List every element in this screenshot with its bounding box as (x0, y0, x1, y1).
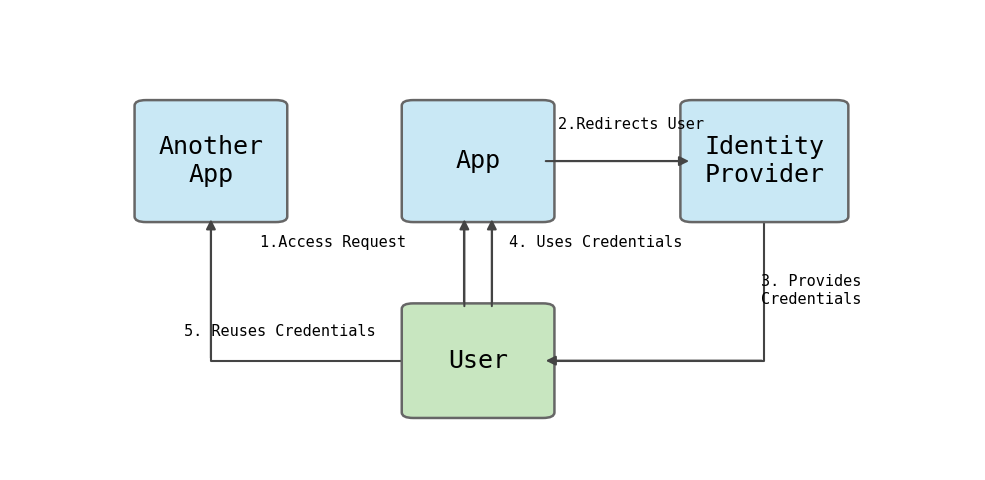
FancyBboxPatch shape (681, 100, 848, 222)
Text: 2.Redirects User: 2.Redirects User (558, 117, 703, 132)
Text: 5. Reuses Credentials: 5. Reuses Credentials (184, 324, 376, 338)
Text: App: App (456, 149, 500, 173)
FancyBboxPatch shape (135, 100, 288, 222)
Text: 4. Uses Credentials: 4. Uses Credentials (508, 235, 682, 250)
FancyBboxPatch shape (402, 100, 555, 222)
Text: Identity
Provider: Identity Provider (704, 135, 824, 187)
Text: Another
App: Another App (159, 135, 263, 187)
Text: 1.Access Request: 1.Access Request (260, 235, 406, 250)
FancyBboxPatch shape (402, 303, 555, 418)
Text: User: User (448, 348, 508, 372)
Text: 3. Provides
Credentials: 3. Provides Credentials (760, 274, 861, 307)
